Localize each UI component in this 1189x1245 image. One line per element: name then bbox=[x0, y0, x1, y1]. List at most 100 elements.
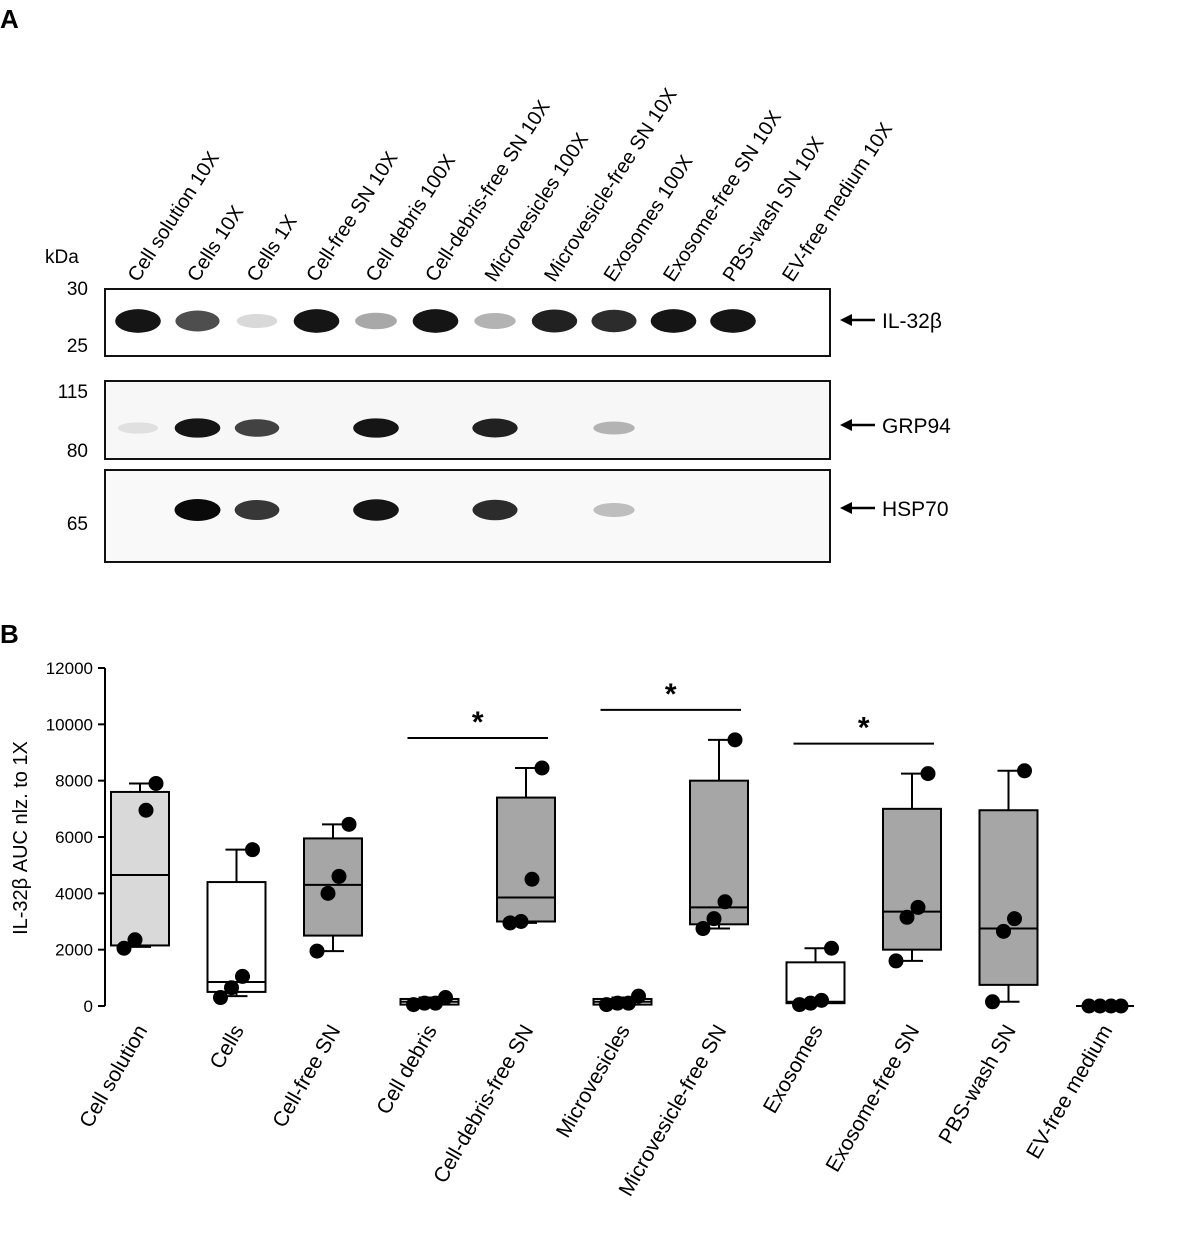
data-point bbox=[534, 760, 550, 776]
data-point bbox=[888, 953, 904, 969]
lane-label: Exosome-free SN 10X bbox=[659, 107, 786, 286]
data-point bbox=[1007, 911, 1022, 927]
marker-80: 80 bbox=[67, 441, 88, 462]
lane-label: Cells 1X bbox=[243, 211, 302, 285]
data-point bbox=[717, 894, 733, 910]
x-category-label: Microvesicle-free SN bbox=[615, 1021, 732, 1200]
box-iqr bbox=[978, 809, 1039, 986]
western-blots bbox=[104, 288, 831, 563]
blot-band bbox=[650, 309, 697, 333]
y-tick-label: 4000 bbox=[55, 884, 93, 903]
y-tick-label: 12000 bbox=[46, 659, 93, 678]
data-point bbox=[320, 885, 336, 901]
box-8 bbox=[882, 772, 942, 962]
blot-band bbox=[412, 309, 459, 333]
significance-star: * bbox=[858, 712, 870, 745]
y-tick-label: 2000 bbox=[55, 941, 93, 960]
label-grp94: GRP94 bbox=[882, 415, 951, 438]
label-hsp70: HSP70 bbox=[882, 498, 949, 521]
y-tick-label: 0 bbox=[84, 997, 93, 1016]
data-point bbox=[309, 943, 325, 959]
data-point bbox=[417, 995, 432, 1011]
blot-bands bbox=[115, 309, 756, 521]
data-point bbox=[1017, 763, 1032, 779]
label-il32b: IL-32β bbox=[882, 310, 942, 333]
blot-band bbox=[593, 503, 635, 517]
panel-b-label: B bbox=[0, 619, 19, 649]
blot-band bbox=[353, 418, 399, 438]
box-6 bbox=[689, 738, 749, 930]
data-point bbox=[224, 980, 239, 996]
data-point bbox=[406, 997, 421, 1013]
data-point bbox=[116, 940, 132, 956]
x-category-label: Cell-free SN bbox=[268, 1021, 345, 1132]
blot-band bbox=[117, 422, 159, 434]
x-category-label: EV-free medium bbox=[1022, 1021, 1117, 1163]
panel-a-label: A bbox=[0, 4, 19, 34]
y-tick-label: 8000 bbox=[55, 772, 93, 791]
data-point bbox=[610, 995, 625, 1011]
significance-star: * bbox=[472, 706, 484, 739]
box-iqr bbox=[496, 796, 556, 923]
blot-band bbox=[353, 499, 399, 521]
data-point bbox=[792, 997, 807, 1013]
data-point bbox=[920, 766, 936, 782]
x-category-label: Cell debris bbox=[372, 1021, 442, 1118]
data-point bbox=[438, 990, 453, 1006]
blot-band bbox=[531, 309, 578, 333]
lane-label: Cells 10X bbox=[183, 202, 248, 286]
data-point bbox=[910, 899, 926, 915]
blot-band bbox=[591, 309, 637, 333]
data-point bbox=[996, 923, 1011, 939]
data-point bbox=[245, 842, 260, 858]
box-9 bbox=[978, 769, 1039, 1003]
blot-band bbox=[593, 421, 635, 435]
data-point bbox=[599, 997, 614, 1013]
blot-band bbox=[174, 418, 221, 438]
x-category-label: Cell-debris-free SN bbox=[429, 1021, 538, 1187]
data-point bbox=[824, 940, 839, 956]
blot-band bbox=[174, 499, 221, 521]
box-plot: 0 2000 4000 6000 8000 10000 12000 Cell solution… bbox=[46, 659, 1134, 1200]
box-iqr bbox=[110, 790, 170, 947]
blot-hsp70-frame bbox=[104, 469, 831, 563]
data-point bbox=[814, 992, 829, 1008]
blot-band bbox=[234, 419, 280, 437]
y-tick-label: 6000 bbox=[55, 828, 93, 847]
marker-65: 65 bbox=[67, 514, 88, 535]
marker-115: 115 bbox=[58, 382, 88, 403]
data-point bbox=[1113, 998, 1129, 1014]
data-point bbox=[138, 802, 154, 818]
significance-star: * bbox=[665, 678, 677, 711]
kda-label: kDa bbox=[45, 247, 79, 268]
data-point bbox=[502, 915, 518, 931]
blot-band bbox=[355, 312, 397, 330]
data-point bbox=[1092, 998, 1108, 1014]
x-category-label: Exosome-free SN bbox=[822, 1021, 925, 1176]
blot-band bbox=[472, 418, 518, 438]
blot-band bbox=[234, 500, 280, 520]
arrow-hsp70 bbox=[840, 502, 875, 514]
data-point bbox=[706, 911, 722, 927]
box-iqr bbox=[303, 837, 363, 937]
data-point bbox=[235, 968, 250, 984]
blot-band bbox=[236, 313, 278, 329]
box-iqr bbox=[882, 807, 942, 951]
blot-band bbox=[115, 309, 161, 333]
data-point bbox=[985, 994, 1000, 1010]
data-point bbox=[341, 816, 357, 832]
lane-label: Microvesicles 100X bbox=[481, 129, 593, 285]
data-point bbox=[631, 988, 646, 1004]
box-2 bbox=[303, 823, 363, 953]
data-point bbox=[331, 868, 347, 884]
x-category-label: PBS-wash SN bbox=[934, 1021, 1020, 1148]
data-point bbox=[213, 990, 228, 1006]
data-point bbox=[695, 921, 711, 937]
blot-band bbox=[293, 309, 340, 333]
data-point bbox=[513, 914, 529, 929]
y-axis-label: IL-32β AUC nlz. to 1X bbox=[10, 741, 32, 935]
arrow-grp94 bbox=[840, 419, 875, 431]
x-category-label: Exosomes bbox=[759, 1021, 828, 1117]
arrow-il32b bbox=[840, 314, 875, 326]
